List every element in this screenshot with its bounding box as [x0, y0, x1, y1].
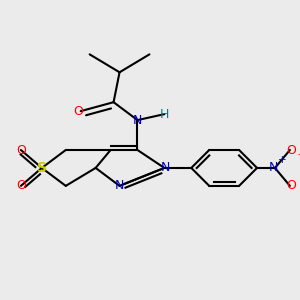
Text: O: O — [286, 179, 296, 192]
Text: O: O — [286, 143, 296, 157]
Text: +: + — [278, 155, 287, 166]
Text: -: - — [297, 149, 300, 160]
Text: O: O — [16, 143, 26, 157]
Text: N: N — [269, 161, 278, 174]
Text: N: N — [161, 161, 171, 174]
Text: O: O — [73, 105, 82, 118]
Text: H: H — [160, 108, 169, 121]
Text: O: O — [16, 179, 26, 192]
Text: N: N — [133, 114, 142, 127]
Text: S: S — [37, 161, 47, 175]
Text: N: N — [115, 179, 124, 192]
